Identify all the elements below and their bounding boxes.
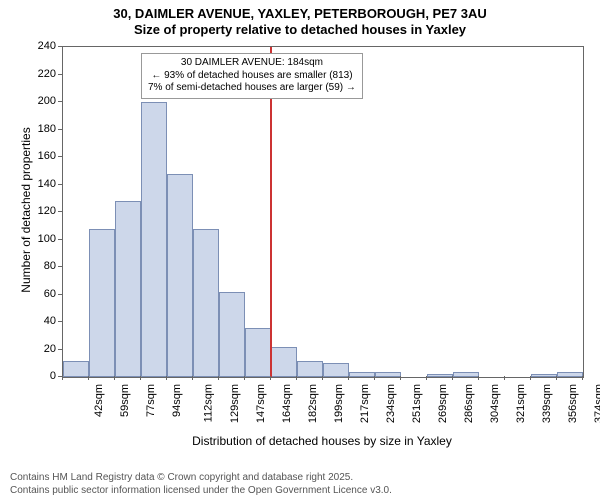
chart-container: 30, DAIMLER AVENUE, YAXLEY, PETERBOROUGH… bbox=[0, 0, 600, 500]
y-tick-label: 140 bbox=[38, 178, 56, 190]
x-tick-label: 374sqm bbox=[593, 384, 600, 423]
x-tick-label: 217sqm bbox=[359, 384, 371, 423]
x-tick-mark bbox=[192, 376, 193, 380]
y-tick-label: 200 bbox=[38, 95, 56, 107]
y-tick-label: 80 bbox=[44, 260, 56, 272]
annotation-box: 30 DAIMLER AVENUE: 184sqm← 93% of detach… bbox=[141, 53, 363, 99]
x-tick-mark bbox=[296, 376, 297, 380]
histogram-bar bbox=[63, 361, 89, 378]
y-tick-mark bbox=[58, 239, 62, 240]
x-tick-mark bbox=[400, 376, 401, 380]
y-tick-mark bbox=[58, 46, 62, 47]
x-tick-mark bbox=[166, 376, 167, 380]
x-tick-mark bbox=[62, 376, 63, 380]
histogram-bar bbox=[219, 292, 245, 377]
x-tick-mark bbox=[140, 376, 141, 380]
x-tick-label: 269sqm bbox=[437, 384, 449, 423]
x-tick-label: 304sqm bbox=[489, 384, 501, 423]
histogram-bar bbox=[323, 363, 349, 377]
x-tick-mark bbox=[478, 376, 479, 380]
histogram-bar bbox=[349, 372, 375, 378]
x-tick-label: 94sqm bbox=[171, 384, 183, 417]
title-line-2: Size of property relative to detached ho… bbox=[0, 22, 600, 38]
y-tick-label: 220 bbox=[38, 68, 56, 80]
y-tick-label: 100 bbox=[38, 233, 56, 245]
histogram-bar bbox=[271, 347, 297, 377]
histogram-bar bbox=[557, 372, 583, 378]
title-block: 30, DAIMLER AVENUE, YAXLEY, PETERBOROUGH… bbox=[0, 0, 600, 37]
x-tick-mark bbox=[504, 376, 505, 380]
y-tick-label: 20 bbox=[44, 343, 56, 355]
x-tick-mark bbox=[348, 376, 349, 380]
y-tick-label: 120 bbox=[38, 205, 56, 217]
y-tick-label: 240 bbox=[38, 40, 56, 52]
x-tick-mark bbox=[244, 376, 245, 380]
y-tick-mark bbox=[58, 101, 62, 102]
x-tick-label: 339sqm bbox=[541, 384, 553, 423]
histogram-bar bbox=[115, 201, 141, 377]
histogram-bar bbox=[141, 102, 167, 377]
y-tick-mark bbox=[58, 266, 62, 267]
x-tick-label: 182sqm bbox=[307, 384, 319, 423]
y-tick-mark bbox=[58, 156, 62, 157]
x-tick-label: 77sqm bbox=[145, 384, 157, 417]
x-tick-label: 356sqm bbox=[567, 384, 579, 423]
histogram-bar bbox=[375, 372, 401, 378]
footer-line-2: Contains public sector information licen… bbox=[10, 485, 392, 496]
x-tick-mark bbox=[582, 376, 583, 380]
y-tick-label: 180 bbox=[38, 123, 56, 135]
x-tick-label: 286sqm bbox=[463, 384, 475, 423]
x-tick-mark bbox=[374, 376, 375, 380]
annotation-line-2: ← 93% of detached houses are smaller (81… bbox=[148, 70, 356, 83]
x-tick-label: 112sqm bbox=[202, 384, 214, 422]
y-tick-mark bbox=[58, 74, 62, 75]
y-axis-label: Number of detached properties bbox=[19, 100, 33, 320]
histogram-bar bbox=[193, 229, 219, 378]
x-tick-mark bbox=[452, 376, 453, 380]
x-tick-mark bbox=[88, 376, 89, 380]
x-tick-label: 164sqm bbox=[281, 384, 293, 423]
histogram-bar bbox=[245, 328, 271, 378]
y-tick-mark bbox=[58, 129, 62, 130]
y-tick-mark bbox=[58, 184, 62, 185]
histogram-bar bbox=[453, 372, 479, 378]
y-tick-label: 160 bbox=[38, 150, 56, 162]
x-tick-label: 251sqm bbox=[411, 384, 423, 423]
x-tick-label: 147sqm bbox=[255, 384, 267, 423]
y-tick-mark bbox=[58, 294, 62, 295]
histogram-bar bbox=[531, 374, 557, 377]
x-tick-mark bbox=[218, 376, 219, 380]
y-tick-mark bbox=[58, 211, 62, 212]
histogram-bar bbox=[427, 374, 453, 377]
x-tick-mark bbox=[426, 376, 427, 380]
histogram-bar bbox=[297, 361, 323, 378]
x-tick-label: 199sqm bbox=[333, 384, 345, 423]
plot-area: 30 DAIMLER AVENUE: 184sqm← 93% of detach… bbox=[62, 46, 584, 378]
title-line-1: 30, DAIMLER AVENUE, YAXLEY, PETERBOROUGH… bbox=[0, 6, 600, 22]
annotation-line-1: 30 DAIMLER AVENUE: 184sqm bbox=[148, 57, 356, 70]
x-tick-mark bbox=[114, 376, 115, 380]
x-tick-mark bbox=[322, 376, 323, 380]
footer-line-1: Contains HM Land Registry data © Crown c… bbox=[10, 472, 353, 483]
y-tick-mark bbox=[58, 349, 62, 350]
histogram-bar bbox=[89, 229, 115, 378]
annotation-line-3: 7% of semi-detached houses are larger (5… bbox=[148, 82, 356, 95]
histogram-bar bbox=[167, 174, 193, 378]
y-tick-label: 0 bbox=[50, 370, 56, 382]
x-tick-mark bbox=[270, 376, 271, 380]
y-tick-mark bbox=[58, 321, 62, 322]
x-tick-mark bbox=[556, 376, 557, 380]
x-tick-mark bbox=[530, 376, 531, 380]
x-tick-label: 129sqm bbox=[229, 384, 241, 423]
x-tick-label: 234sqm bbox=[385, 384, 397, 423]
x-tick-label: 42sqm bbox=[93, 384, 105, 417]
y-tick-label: 60 bbox=[44, 288, 56, 300]
x-tick-label: 59sqm bbox=[119, 384, 131, 417]
y-tick-label: 40 bbox=[44, 315, 56, 327]
x-tick-label: 321sqm bbox=[515, 384, 527, 423]
x-axis-label: Distribution of detached houses by size … bbox=[62, 434, 582, 448]
